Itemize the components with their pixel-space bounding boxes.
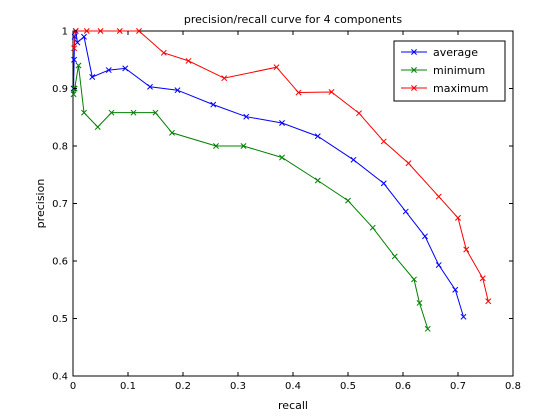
data-point-average [81,33,87,40]
series-minimum [70,62,431,332]
data-point-minimum [314,177,321,184]
legend-entry-maximum: maximum [401,82,488,95]
x-tick-label: 0.6 [395,381,411,392]
data-point-average [435,262,442,268]
data-point-maximum [83,28,90,34]
x-tick-label: 0.1 [120,381,136,392]
data-point-maximum [185,57,192,64]
legend-label-minimum: minimum [433,64,485,77]
data-point-average [402,208,409,215]
data-point-maximum [221,75,228,82]
legend: average minimum maximum [393,40,506,102]
x-axis-label: recall [278,399,308,412]
y-axis-ticks: 0.4 0.5 0.6 0.7 0.8 0.9 1 [52,27,513,383]
data-point-minimum [169,129,175,136]
y-tick-label: 1 [62,27,68,38]
y-tick-label: 0.8 [52,142,68,153]
data-point-minimum [213,143,219,149]
data-point-minimum [369,224,376,231]
data-point-maximum [160,49,167,56]
data-point-maximum [116,28,123,34]
data-point-maximum [479,275,486,282]
series-layer [70,28,492,332]
data-point-average [89,74,96,80]
legend-entry-average: average [401,46,478,59]
data-point-average [174,87,181,94]
y-tick-label: 0.6 [52,257,68,268]
data-point-maximum [328,88,335,95]
data-point-minimum [345,197,351,204]
legend-marker-minimum [411,67,417,73]
data-point-average [452,286,459,293]
data-point-average [71,56,78,63]
series-line-average [73,30,464,317]
x-tick-label: 0.8 [505,381,521,392]
data-point-minimum [240,143,247,149]
data-point-average [460,313,467,320]
x-tick-label: 0.3 [230,381,246,392]
data-point-average [105,67,112,74]
data-point-maximum [435,193,442,200]
data-point-minimum [108,109,115,116]
y-tick-label: 0.9 [52,84,68,95]
data-point-average [422,233,428,240]
data-point-maximum [295,89,302,96]
data-point-average [279,120,285,126]
data-point-minimum [130,109,137,116]
series-maximum [71,28,492,305]
data-point-average [74,39,81,46]
data-point-minimum [279,154,285,161]
x-tick-label: 0.7 [450,381,466,392]
data-point-average [210,101,217,108]
x-axis-ticks: 0 0.1 0.2 0.3 0.4 0.5 0.6 0.7 0.8 [70,31,521,392]
data-point-maximum [485,298,492,305]
data-point-maximum [273,64,280,71]
data-point-maximum [136,28,142,34]
data-point-maximum [455,214,461,221]
data-point-average [122,65,129,72]
data-point-maximum [356,110,362,117]
data-point-average [71,33,78,40]
x-tick-label: 0 [70,381,76,392]
series-line-maximum [73,30,489,302]
data-point-minimum [81,109,87,116]
data-point-maximum [97,28,104,34]
data-point-minimum [391,253,398,260]
data-point-average [243,113,250,120]
data-point-maximum [405,160,412,167]
data-point-maximum [71,45,78,52]
data-point-minimum [152,109,159,116]
data-point-minimum [424,325,431,332]
x-tick-label: 0.4 [285,381,301,392]
legend-label-average: average [433,46,478,59]
legend-marker-maximum [411,85,417,91]
y-tick-label: 0.4 [52,372,68,383]
legend-entry-minimum: minimum [401,64,485,77]
data-point-average [380,180,387,187]
data-point-average [350,156,357,163]
data-point-minimum [416,300,423,306]
x-tick-label: 0.2 [175,381,191,392]
legend-marker-average [411,49,417,55]
data-point-average [314,133,321,140]
y-tick-label: 0.7 [52,199,68,210]
data-point-average [147,83,153,90]
data-point-minimum [75,62,82,69]
data-point-maximum [463,246,470,253]
data-point-minimum [70,91,77,98]
y-axis-label: precision [34,179,47,229]
data-point-minimum [94,124,101,130]
data-point-minimum [411,276,417,283]
data-point-maximum [380,138,387,145]
chart-title: precision/recall curve for 4 components [184,13,402,26]
legend-label-maximum: maximum [433,82,488,95]
y-tick-label: 0.5 [52,314,68,325]
x-tick-label: 0.5 [340,381,356,392]
